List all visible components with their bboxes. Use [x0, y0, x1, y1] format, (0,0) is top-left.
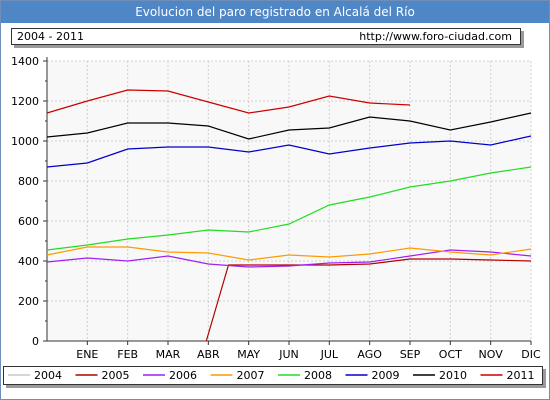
- series-line-2011: [46, 89, 411, 114]
- x-tick-label: FEB: [117, 348, 138, 361]
- series-line-2005: [205, 258, 532, 342]
- series-line-2006: [46, 249, 532, 268]
- y-tick-label: 1200: [11, 95, 39, 108]
- x-tick-label: JUN: [278, 348, 299, 361]
- x-tick-label: MAR: [156, 348, 181, 361]
- legend-label: 2011: [507, 369, 535, 382]
- x-tick-label: DIC: [521, 348, 541, 361]
- y-tick-label: 1400: [11, 55, 39, 68]
- x-tick-label: JUL: [320, 348, 339, 361]
- x-tick-label: OCT: [439, 348, 462, 361]
- legend-label: 2008: [304, 369, 332, 382]
- y-tick-label: 200: [18, 295, 39, 308]
- chart-title-bar: Evolucion del paro registrado en Alcalá …: [1, 1, 549, 23]
- legend-label: 2010: [439, 369, 467, 382]
- x-tick-label: SEP: [400, 348, 421, 361]
- legend-label: 2006: [169, 369, 197, 382]
- source-url[interactable]: http://www.foro-ciudad.com: [359, 30, 512, 43]
- legend-label: 2005: [102, 369, 130, 382]
- info-box: 2004 - 2011 http://www.foro-ciudad.com: [11, 28, 521, 45]
- x-tick-label: ABR: [197, 348, 220, 361]
- y-tick-label: 600: [18, 215, 39, 228]
- chart-title: Evolucion del paro registrado en Alcalá …: [135, 5, 415, 19]
- x-tick-label: AGO: [357, 348, 382, 361]
- series-line-2010: [46, 112, 532, 140]
- x-tick-label: ENE: [76, 348, 98, 361]
- legend-label: 2004: [34, 369, 62, 382]
- series-line-2008: [46, 166, 532, 251]
- x-tick-label: MAY: [237, 348, 260, 361]
- x-tick-label: NOV: [479, 348, 504, 361]
- series-line-2007: [46, 246, 532, 261]
- legend-box: [3, 366, 543, 385]
- y-tick-label: 0: [32, 335, 39, 348]
- series-line-2009: [46, 135, 532, 168]
- legend-label: 2007: [237, 369, 265, 382]
- y-tick-label: 1000: [11, 135, 39, 148]
- period-label: 2004 - 2011: [17, 30, 84, 43]
- legend-label: 2009: [372, 369, 400, 382]
- y-tick-label: 400: [18, 255, 39, 268]
- y-tick-label: 800: [18, 175, 39, 188]
